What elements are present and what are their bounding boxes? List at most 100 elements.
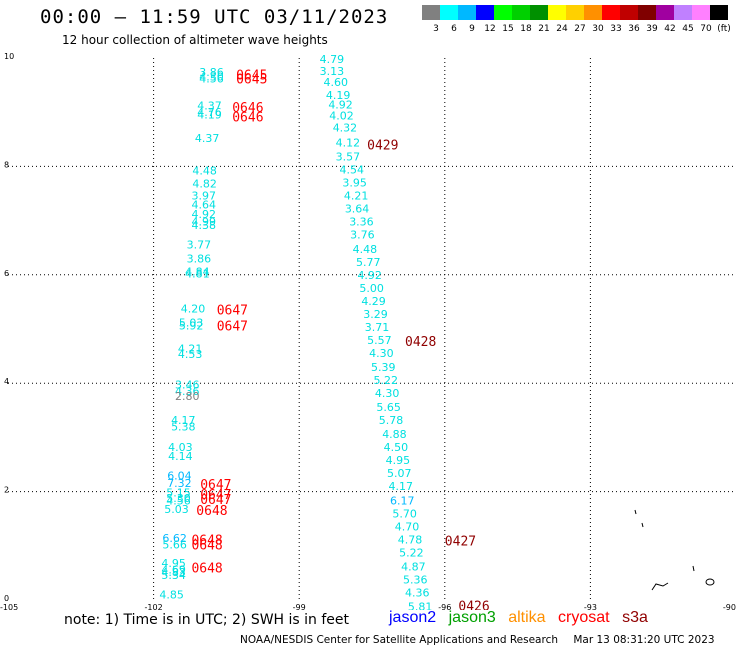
pass-time-label: 0648 — [191, 539, 222, 554]
colorbar-swatch — [494, 5, 512, 20]
x-tick-label: -102 — [145, 603, 163, 610]
coastline — [634, 509, 715, 591]
wave-height-point: 5.30 — [166, 492, 191, 505]
wave-height-point: 4.56 — [199, 73, 224, 86]
wave-height-point: 5.92 — [179, 320, 204, 333]
wave-height-point: 3.77 — [187, 238, 212, 251]
wave-height-point: 3.86 — [199, 66, 224, 79]
colorbar-swatch — [530, 5, 548, 20]
pass-time-label: 0647 — [200, 478, 231, 493]
wave-height-point: 4.29 — [361, 295, 386, 308]
colorbar-label: 21 — [538, 24, 549, 34]
colorbar-swatch — [692, 5, 710, 20]
colorbar-swatch — [584, 5, 602, 20]
wave-height-point: 4.53 — [178, 348, 203, 361]
pass-time-label: 0647 — [217, 320, 248, 335]
wave-height-point: 4.79 — [320, 53, 345, 66]
wave-height-point: 3.46 — [175, 378, 200, 391]
wave-height-point: 5.03 — [164, 503, 189, 516]
colorbar-label: 42 — [664, 24, 675, 34]
x-tick-label: -90 — [723, 603, 736, 610]
x-tick-label: -96 — [438, 603, 451, 610]
pass-time-label: 0426 — [458, 599, 489, 610]
axis-tick-labels: -105 -102 -99 -96 -93 -90 0 2 4 6 8 10 — [0, 52, 736, 610]
wave-height-point: 4.84 — [185, 266, 210, 279]
wave-height-point: 5.77 — [356, 256, 381, 269]
wave-height-point: 4.81 — [185, 268, 210, 281]
grid-lines — [8, 58, 736, 600]
wave-height-point: 4.37 — [197, 100, 222, 113]
colorbar-swatch — [656, 5, 674, 20]
credit-org: NOAA/NESDIS Center for Satellite Applica… — [240, 634, 558, 646]
wave-height-point: 3.71 — [365, 321, 390, 334]
legend-altika: altika — [508, 609, 546, 626]
wave-height-point: 4.88 — [382, 428, 407, 441]
wave-height-point: 4.95 — [386, 454, 411, 467]
colorbar-swatch — [548, 5, 566, 20]
wave-height-point: 4.03 — [168, 441, 193, 454]
wave-height-point: 5.22 — [373, 374, 398, 387]
legend-cryosat: cryosat — [558, 609, 610, 626]
wave-height-point: 4.20 — [181, 302, 206, 315]
wave-height-point: 4.56 — [166, 494, 191, 507]
colorbar-label: 45 — [682, 24, 693, 34]
pass-time-label: 0648 — [191, 533, 222, 548]
wave-height-point: 3.95 — [342, 177, 367, 190]
wave-height-point: 5.00 — [359, 282, 384, 295]
wave-height-point: 3.57 — [336, 151, 361, 164]
wave-height-point: 5.07 — [387, 467, 412, 480]
page-subtitle: 12 hour collection of altimeter wave hei… — [62, 33, 328, 47]
wave-height-point: 4.85 — [159, 589, 184, 602]
y-tick-label: 8 — [4, 160, 9, 169]
wave-height-point: 5.15 — [166, 487, 191, 500]
wave-height-point: 4.21 — [344, 190, 369, 203]
credit-line: NOAA/NESDIS Center for Satellite Applica… — [240, 634, 727, 646]
colorbar-label: 24 — [556, 24, 568, 34]
pass-time-label: 0647 — [200, 488, 231, 503]
wave-height-point: 5.39 — [371, 361, 396, 374]
wave-height-point: 4.99 — [191, 216, 216, 229]
pass-time-label: 0429 — [367, 139, 398, 154]
wave-height-point: 5.57 — [367, 334, 392, 347]
colorbar-swatch — [566, 5, 584, 20]
pass-time-label: 0647 — [217, 303, 248, 318]
wave-height-point: 3.76 — [350, 229, 375, 242]
colorbar-label: 3 — [433, 24, 439, 34]
colorbar-swatch — [440, 5, 458, 20]
colorbar-label: 12 — [484, 24, 495, 34]
wave-height-point: 4.78 — [398, 533, 423, 546]
pass-time-label: 0645 — [236, 68, 267, 83]
wave-height-point: 4.17 — [389, 480, 414, 493]
pass-time-labels: 0645064506460646042906470647042806470647… — [191, 68, 489, 610]
pass-time-label: 0646 — [232, 111, 263, 126]
wave-height-point: 4.54 — [339, 164, 364, 177]
wave-height-point: 4.30 — [199, 70, 224, 83]
wave-height-point: 2.80 — [175, 390, 200, 403]
wave-height-point: 4.30 — [375, 387, 400, 400]
legend-jason3: jason3 — [448, 609, 496, 626]
wave-height-point: 4.17 — [171, 414, 196, 427]
colorbar-label: 30 — [592, 24, 604, 34]
colorbar-label: 15 — [502, 24, 513, 34]
x-tick-label: -99 — [293, 603, 306, 610]
wave-height-point: 4.12 — [336, 137, 361, 150]
wave-height-point: 3.97 — [191, 190, 216, 203]
wave-height-point: 5.70 — [392, 507, 417, 520]
wave-height-point: 3.29 — [363, 308, 388, 321]
colorbar-swatch — [512, 5, 530, 20]
wave-height-point: 5.22 — [399, 546, 424, 559]
wave-height-point: 5.36 — [403, 573, 428, 586]
colorbar-label: 9 — [469, 24, 475, 34]
colorbar-label: (ft) — [717, 24, 731, 34]
y-tick-label: 2 — [4, 486, 9, 495]
wave-height-point: 4.92 — [328, 99, 353, 112]
wave-height-point: 4.76 — [197, 106, 222, 119]
colorbar-label: 6 — [451, 24, 457, 34]
wave-height-point: 3.13 — [320, 65, 345, 78]
wave-height-point: 4.48 — [192, 165, 217, 178]
pass-time-label: 0428 — [405, 335, 436, 350]
legend-s3a: s3a — [622, 609, 648, 626]
wave-height-point: 4.92 — [191, 208, 216, 221]
wave-height-point: 4.82 — [192, 178, 217, 191]
